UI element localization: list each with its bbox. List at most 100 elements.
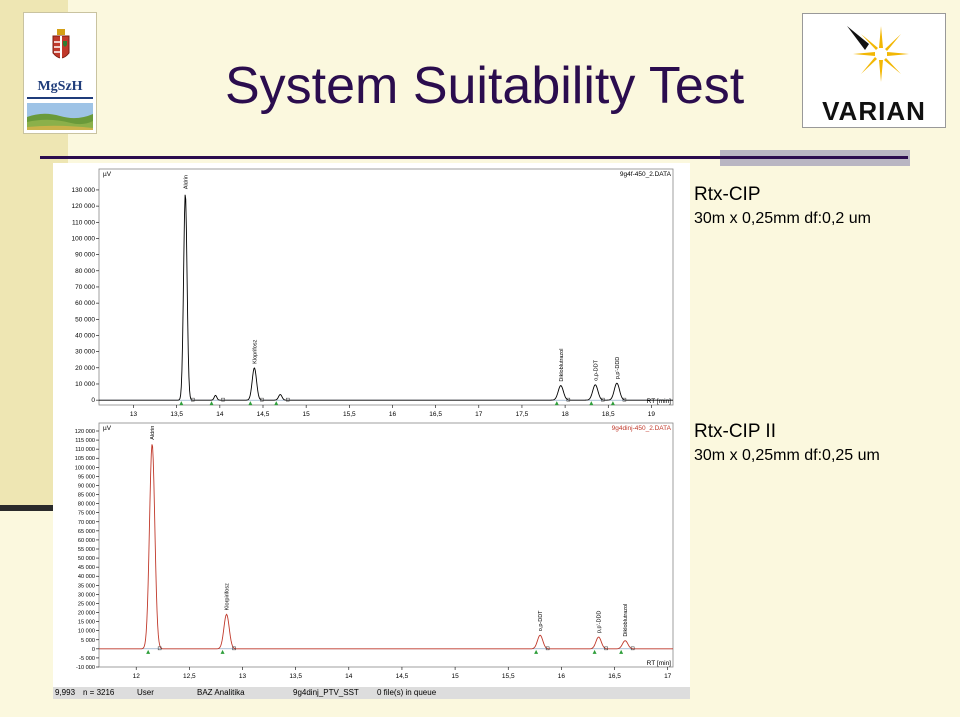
chart-1-peak-start-marker	[610, 401, 615, 406]
chart-2-peak-label: Dikloblutrazol	[623, 604, 629, 637]
chart-2-y-tick-label: 90 000	[78, 483, 95, 489]
chart-1-x-tick-label: 19	[648, 411, 656, 418]
coat-of-arms-icon	[52, 29, 70, 60]
chart-2-y-tick-label: 0	[92, 647, 95, 653]
chart-1-peak-start-marker	[209, 401, 214, 406]
chart-1-y-tick-label: 120 000	[72, 203, 96, 210]
chart-2-y-tick-label: 40 000	[78, 574, 95, 580]
status-field-position: 9,993	[55, 688, 76, 697]
chart-2-peak-end-marker	[630, 646, 635, 651]
chart-1-peak-start-marker	[179, 401, 184, 406]
chart-2-y-tick-label: 60 000	[78, 538, 95, 544]
chart-2-y-tick-label: 25 000	[78, 601, 95, 607]
chart-2-y-tick-label: 80 000	[78, 502, 95, 508]
chart-2-y-tick-label: 15 000	[78, 620, 95, 626]
chart-1-y-tick-label: 100 000	[72, 235, 96, 242]
title-rule	[40, 156, 908, 159]
chart-1-y-tick-label: 90 000	[75, 252, 95, 259]
chart-2-x-tick-label: 12,5	[183, 673, 196, 680]
chart-1-peak-label: Dikloblutrazol	[559, 349, 565, 382]
chart-2-y-tick-label: 20 000	[78, 611, 95, 617]
chart-2-plot-area	[98, 422, 674, 668]
chart-2-x-tick-label: 15,5	[502, 673, 515, 680]
chart-1-y-tick-label: 40 000	[75, 332, 95, 339]
chart-2-y-tick-label: 45 000	[78, 565, 95, 571]
chart-1-y-tick-label: 130 000	[72, 187, 96, 194]
chart-2-peak-start-marker	[619, 649, 624, 654]
chart-2-x-tick-label: 17	[664, 673, 672, 680]
chart-1-x-tick-label: 13	[130, 411, 138, 418]
mgszh-logo-text: MgSzH	[37, 79, 83, 94]
status-field-sequence: 9g4dinj_PTV_SST	[293, 688, 359, 697]
chart-1-x-tick-label: 17	[475, 411, 483, 418]
chart-1-peak-start-marker	[589, 401, 594, 406]
chart-1-y-tick-label: 70 000	[75, 284, 95, 291]
chart-1-x-tick-label: 13,5	[170, 411, 183, 418]
chart-1-y-tick-label: 20 000	[75, 365, 95, 372]
chart-1-x-tick-label: 15	[303, 411, 311, 418]
chart-2-x-tick-label: 16,5	[608, 673, 621, 680]
chart-1-y-tick-label: 0	[91, 397, 95, 404]
chart-1-y-unit: µV	[103, 171, 112, 178]
chart-1-peak-label: o,p-DDT	[593, 359, 599, 380]
chart-2-y-tick-label: 35 000	[78, 583, 95, 589]
chart-2-y-tick-label: 105 000	[75, 456, 95, 462]
chart-1-x-tick-label: 15,5	[343, 411, 356, 418]
chart-2-peak-start-marker	[220, 649, 225, 654]
chart-1-x-tick-label: 17,5	[516, 411, 529, 418]
chart-2-y-tick-label: 95 000	[78, 474, 95, 480]
chart-1-signal-trace	[99, 194, 673, 401]
chart-2-peak-start-marker	[534, 649, 539, 654]
chart-2-y-tick-label: 100 000	[75, 465, 95, 471]
chart-1-peak-end-marker	[221, 397, 225, 402]
chart-1-x-tick-label: 18,5	[602, 411, 615, 418]
chart-2-x-tick-label: 14,5	[396, 673, 409, 680]
chart-1-x-tick-label: 16	[389, 411, 397, 418]
chart-2-x-tick-label: 14	[345, 673, 353, 680]
chart-2-y-tick-label: 70 000	[78, 520, 95, 526]
chart-2-y-tick-label: 110 000	[75, 447, 95, 453]
chart-2-x-tick-label: 12	[133, 673, 141, 680]
chart-1-peak-start-marker	[274, 401, 279, 406]
slide-title: System Suitability Test	[225, 57, 745, 115]
varian-logo: VARIAN	[802, 13, 946, 128]
chart-2-peak-start-marker	[592, 649, 597, 654]
column-1-dims: 30m x 0,25mm df:0,2 um	[694, 210, 871, 227]
status-field-count: n = 3216	[83, 688, 115, 697]
chart-1-y-tick-label: 80 000	[75, 268, 95, 275]
chart-1-peak-end-marker	[601, 397, 605, 402]
chart-1-x-tick-label: 14,5	[257, 411, 270, 418]
chart-1-peak-start-marker	[554, 401, 559, 406]
chart-1-y-tick-label: 110 000	[72, 219, 95, 226]
mgszh-logo: MgSzH	[23, 12, 97, 134]
chart-2-y-tick-label: 30 000	[78, 592, 95, 598]
chart-1-peak-end-marker	[191, 397, 195, 402]
chart-1-peak-end-marker	[286, 397, 290, 402]
chart-1-peak-end-marker	[260, 397, 264, 402]
chart-1-x-tick-label: 16,5	[429, 411, 442, 418]
chart-2-peak-end-marker	[232, 646, 236, 651]
chart-2-peak-label: o,p-DDT	[538, 610, 544, 631]
chart-2-y-tick-label: 50 000	[78, 556, 95, 562]
chart-2-y-tick-label: 115 000	[75, 438, 95, 444]
chart-1-y-tick-label: 50 000	[75, 316, 95, 323]
chart-1-x-tick-label: 14	[216, 411, 224, 418]
status-field-lab: BAZ Analitika	[197, 688, 245, 697]
chart-2-peak-end-marker	[545, 646, 550, 651]
chart-2-y-unit: µV	[103, 425, 112, 432]
chart-2-x-tick-label: 16	[558, 673, 566, 680]
chart-2-y-tick-label: 55 000	[78, 547, 95, 553]
column-2-name: Rtx-CIP II	[694, 421, 776, 442]
chart-2-file-label: 9g4dinj-450_2.DATA	[612, 425, 672, 432]
chromatograms: 0 10 000 20 000 30 000 40 000 50 000 60 000 70 …	[72, 168, 674, 680]
chart-1-plot-area	[98, 168, 674, 406]
status-field-queue: 0 file(s) in queue	[377, 688, 437, 697]
landscape-image	[27, 103, 93, 130]
chart-1-peak-label: Aldrin	[183, 175, 189, 189]
chart-1-file-label: 9g4f-450_2.DATA	[620, 171, 672, 178]
chart-2-y-tick-label: 5 000	[81, 638, 95, 644]
chart-2-y-tick-label: 85 000	[78, 493, 95, 499]
chart-1-peak-start-marker	[248, 401, 253, 406]
chart-1-x-tick-label: 18	[561, 411, 569, 418]
chart-2-peak-label: Klorpirifosz	[225, 583, 231, 610]
